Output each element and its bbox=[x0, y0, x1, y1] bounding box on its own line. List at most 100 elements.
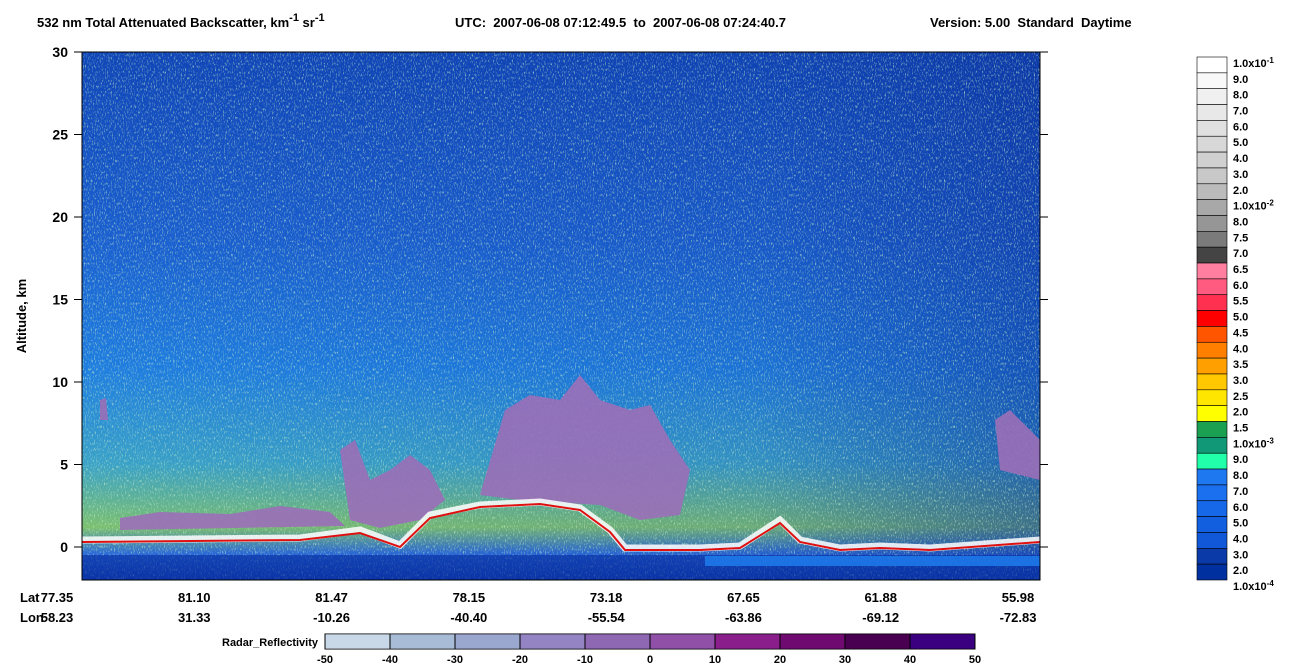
colorbar-box bbox=[1196, 167, 1228, 185]
time-range: UTC: 2007-06-08 07:12:49.5 to 2007-06-08… bbox=[455, 15, 786, 30]
colorbar-label: 4.5 bbox=[1233, 327, 1248, 339]
colorbar-box bbox=[1196, 405, 1228, 422]
colorbar-label: 7.0 bbox=[1233, 486, 1248, 498]
colorbar-box bbox=[1196, 373, 1228, 391]
colorbar-box bbox=[1196, 532, 1228, 549]
colorbar-box bbox=[1196, 516, 1228, 533]
colorbar-label: 9.0 bbox=[1233, 74, 1248, 86]
colorbar-box bbox=[1196, 310, 1228, 327]
colorbar-box bbox=[1196, 294, 1228, 311]
lat-label: 81.47 bbox=[315, 590, 348, 605]
colorbar-label: 6.0 bbox=[1233, 502, 1248, 514]
colorbar-box bbox=[1196, 199, 1228, 216]
y-tick-label: 0 bbox=[60, 539, 68, 555]
colorbar-label-base: 1.0x10 bbox=[1233, 438, 1267, 450]
lat-label: 61.88 bbox=[864, 590, 897, 605]
colorbar-box bbox=[1196, 500, 1228, 517]
colorbar-label: 1.5 bbox=[1233, 423, 1248, 435]
colorbar-box bbox=[1196, 56, 1228, 74]
lon-label: 58.23 bbox=[41, 610, 74, 625]
colorbar-label: 8.0 bbox=[1233, 470, 1248, 482]
radar-tick-label: 50 bbox=[969, 654, 981, 666]
radar-colorbar-box bbox=[714, 633, 781, 650]
colorbar-label: 8.0 bbox=[1233, 216, 1248, 228]
colorbar-label-base: 1.0x10 bbox=[1233, 201, 1267, 213]
colorbar-label: 5.0 bbox=[1233, 312, 1248, 324]
lat-label: 67.65 bbox=[727, 590, 760, 605]
y-tick-label: 30 bbox=[52, 44, 68, 60]
radar-tick-label: -10 bbox=[577, 654, 593, 666]
radar-colorbar-box bbox=[844, 633, 911, 650]
colorbar-box bbox=[1196, 88, 1228, 105]
colorbar-box bbox=[1196, 389, 1228, 406]
y-tick-label: 25 bbox=[52, 127, 68, 143]
colorbar-label: 2.0 bbox=[1233, 185, 1248, 197]
colorbar-box bbox=[1196, 452, 1228, 470]
colorbar-label: 1.0x10-1 bbox=[1233, 56, 1274, 70]
colorbar-label-exp: -3 bbox=[1267, 436, 1275, 445]
colorbar-box bbox=[1196, 72, 1228, 89]
lat-label: 77.35 bbox=[41, 590, 74, 605]
colorbar-box bbox=[1196, 135, 1228, 153]
colorbar-label: 6.5 bbox=[1233, 264, 1248, 276]
colorbar-box bbox=[1196, 326, 1228, 343]
lon-label: -40.40 bbox=[450, 610, 487, 625]
radar-colorbar-box bbox=[389, 633, 456, 650]
lon-label: -10.26 bbox=[313, 610, 350, 625]
colorbar-box bbox=[1196, 120, 1228, 137]
y-tick-label: 15 bbox=[52, 292, 68, 308]
lat-label: 55.98 bbox=[1002, 590, 1035, 605]
colorbar-label: 4.0 bbox=[1233, 153, 1248, 165]
radar-tick-label: 0 bbox=[647, 654, 653, 666]
colorbar-label-exp: -2 bbox=[1267, 199, 1275, 208]
colorbar-box bbox=[1196, 341, 1228, 359]
colorbar-box bbox=[1196, 548, 1228, 565]
lon-label: -69.12 bbox=[862, 610, 899, 625]
radar-tick-label: 30 bbox=[839, 654, 851, 666]
radar-colorbar-box bbox=[324, 633, 391, 650]
colorbar-label: 1.0x10-2 bbox=[1233, 199, 1274, 213]
colorbar-label-exp: -4 bbox=[1267, 579, 1275, 588]
radar-colorbar-label: Radar_Reflectivity bbox=[222, 637, 319, 649]
colorbar-label: 4.0 bbox=[1233, 343, 1248, 355]
radar-colorbar-box bbox=[584, 633, 651, 650]
radar-tick-label: -40 bbox=[382, 654, 398, 666]
colorbar-label: 3.5 bbox=[1233, 359, 1248, 371]
radar-colorbar-box bbox=[454, 633, 521, 650]
colorbar-box bbox=[1196, 104, 1228, 121]
lon-label: -55.54 bbox=[588, 610, 626, 625]
colorbar-label: 8.0 bbox=[1233, 90, 1248, 102]
lon-label: -63.86 bbox=[725, 610, 762, 625]
radar-tick-label: -50 bbox=[317, 654, 333, 666]
x-row-label: Lat bbox=[20, 590, 40, 605]
radar-colorbar-box bbox=[779, 633, 846, 650]
colorbar-label: 5.0 bbox=[1233, 518, 1248, 530]
chart-title: 532 nm Total Attenuated Backscatter, km-… bbox=[37, 12, 325, 30]
radar-tick-label: 10 bbox=[709, 654, 721, 666]
colorbar-label: 6.0 bbox=[1233, 121, 1248, 133]
colorbar-label: 3.0 bbox=[1233, 549, 1248, 561]
colorbar-label: 5.5 bbox=[1233, 296, 1248, 308]
lon-label: -72.83 bbox=[1000, 610, 1037, 625]
colorbar-label-exp: -1 bbox=[1267, 56, 1275, 65]
colorbar-label: 9.0 bbox=[1233, 454, 1248, 466]
y-tick-label: 5 bbox=[60, 457, 68, 473]
colorbar-box bbox=[1196, 231, 1228, 248]
colorbar-box bbox=[1196, 468, 1228, 486]
radar-tick-label: 40 bbox=[904, 654, 916, 666]
colorbar-box bbox=[1196, 437, 1228, 454]
colorbar-label: 5.0 bbox=[1233, 137, 1248, 149]
colorbar-box bbox=[1196, 563, 1228, 581]
version: Version: 5.00 Standard Daytime bbox=[930, 15, 1132, 30]
lat-label: 73.18 bbox=[590, 590, 623, 605]
colorbar-label: 3.0 bbox=[1233, 169, 1248, 181]
backscatter-image bbox=[82, 52, 1040, 580]
colorbar-label: 7.0 bbox=[1233, 248, 1248, 260]
colorbar-box bbox=[1196, 183, 1228, 200]
lon-label: 31.33 bbox=[178, 610, 211, 625]
radar-tick-label: 20 bbox=[774, 654, 786, 666]
y-tick-label: 10 bbox=[52, 374, 68, 390]
y-axis-label: Altitude, km bbox=[14, 279, 29, 353]
lat-label: 78.15 bbox=[453, 590, 486, 605]
